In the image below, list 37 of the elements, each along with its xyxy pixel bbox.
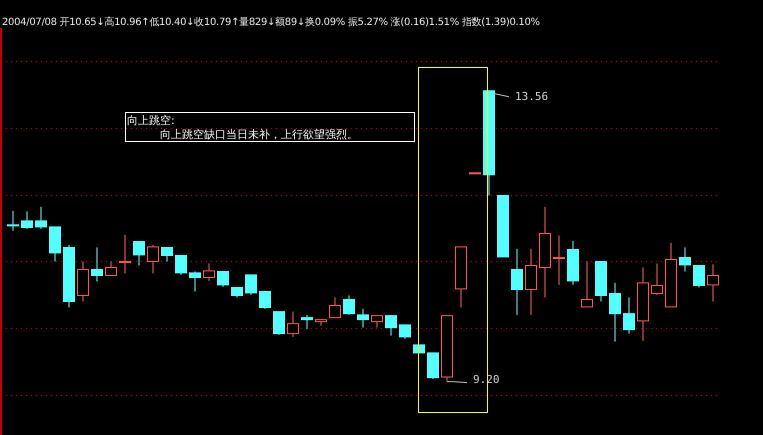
candlestick [287,311,299,338]
candlestick [679,247,691,272]
candlestick [343,295,355,316]
candlestick [329,297,341,318]
annotation: 向上跳空缺口当日未补，上行欲望强烈。 [160,128,358,141]
candlestick [693,265,705,288]
candlestick [259,291,271,310]
candlestick [7,210,19,232]
candlestick [35,206,47,230]
candlestick [511,248,523,316]
candlestick [203,263,215,282]
candlestick [91,247,103,282]
candlestick [553,235,565,286]
candlestick [217,271,229,288]
candlestick [399,324,411,340]
candlestick [147,244,159,274]
candlestick [273,311,285,336]
candlestick [161,247,173,262]
candlestick [301,314,313,330]
candlestick [105,261,117,276]
candlestick [245,274,257,296]
candlestick [189,271,201,292]
candlestick [21,210,33,230]
annotation: 13.56 [515,90,548,104]
candlestick [371,315,383,328]
candlestick [119,234,131,274]
annotation: 向上跳空: [127,114,175,127]
candlestick [581,261,593,308]
candlestick [133,241,145,266]
candlestick [609,282,621,342]
candlestick [707,264,719,302]
candlestick [175,255,187,276]
candlestick [357,308,369,328]
candlestick [385,314,397,336]
chart-subtitle: 2004/07/08 开10.65↓高10.96↑低10.40↓收10.79↑量829↓额89↓换0.09% 振5.27% 涨(0.16)1.51% 指数(1.39)0.10% [2,16,540,29]
candlestick [651,263,663,296]
candlestick [623,297,635,334]
